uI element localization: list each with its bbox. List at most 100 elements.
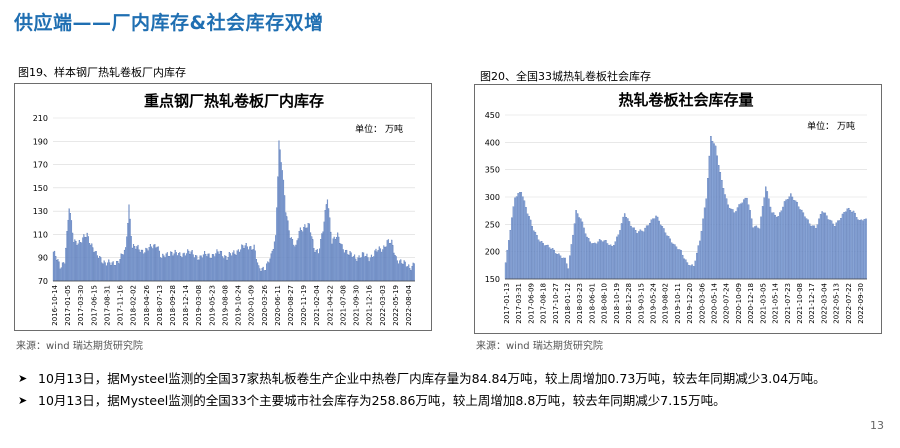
bar (69, 213, 71, 282)
bar (697, 245, 700, 280)
bar (807, 219, 809, 280)
bar (614, 241, 617, 280)
bar (702, 218, 704, 280)
bar (370, 254, 373, 282)
bar (295, 244, 297, 282)
bar (93, 252, 95, 282)
bar (165, 253, 167, 282)
bar (862, 220, 864, 280)
bar (703, 207, 706, 280)
figure-19-source: 来源：wind 瑞达期货研究院 (16, 341, 143, 352)
bar (258, 265, 260, 282)
bar (865, 218, 867, 280)
bar (625, 217, 628, 280)
bar (509, 230, 512, 280)
bar (802, 212, 805, 280)
x-tick-label: 2022-03-04 (820, 282, 828, 323)
bar (217, 251, 219, 282)
bar (306, 227, 308, 282)
bar (135, 248, 137, 282)
bar (155, 247, 157, 282)
x-tick-label: 2016-10-14 (51, 284, 59, 325)
bar (506, 249, 508, 280)
bar (504, 262, 507, 280)
bar (281, 170, 283, 282)
bar (291, 239, 294, 282)
bar (710, 136, 712, 280)
bar (589, 241, 591, 280)
bar (286, 216, 288, 282)
bar (209, 257, 211, 282)
bar (650, 219, 653, 280)
bar (396, 260, 398, 282)
bar (805, 218, 808, 280)
bar (567, 268, 570, 280)
bar (772, 212, 775, 280)
bar (529, 219, 532, 280)
bar (816, 224, 819, 280)
bar (365, 256, 367, 282)
x-tick-label: 2018-03-23 (576, 283, 584, 324)
bar (741, 202, 743, 280)
bar (170, 251, 172, 282)
bar (232, 252, 234, 282)
bar (399, 260, 401, 282)
bar (246, 246, 248, 282)
bar (369, 257, 371, 282)
bar (147, 250, 149, 282)
x-tick-label: 2018-10-19 (613, 283, 621, 324)
bar (362, 252, 365, 282)
bar (61, 262, 64, 282)
bar (344, 250, 347, 282)
bar (288, 230, 290, 282)
bar (603, 240, 606, 280)
bar (355, 258, 357, 282)
bar (136, 246, 138, 282)
bar (375, 248, 377, 282)
bar (245, 243, 247, 282)
bar (187, 249, 189, 282)
bar (181, 257, 183, 282)
bar (149, 244, 151, 282)
bar (765, 186, 767, 280)
bar (631, 227, 634, 280)
bar (606, 243, 609, 280)
bar (220, 251, 223, 282)
bar (164, 257, 166, 282)
bar (118, 263, 120, 282)
bar (128, 204, 130, 282)
x-tick-label: 2018-04-26 (143, 284, 151, 325)
bar (196, 255, 198, 282)
bar (101, 262, 103, 282)
bar (749, 210, 751, 280)
bar (548, 247, 551, 280)
x-tick-label: 2020-06-11 (274, 285, 282, 326)
bar (342, 249, 344, 282)
y-tick-label: 450 (485, 111, 500, 120)
bar (63, 262, 65, 282)
bar (609, 244, 612, 280)
bar (379, 248, 382, 282)
bar (782, 206, 784, 280)
y-tick-label: 350 (485, 166, 500, 175)
bar (760, 216, 762, 280)
bar (294, 246, 296, 282)
bar (284, 195, 286, 282)
bar (829, 219, 831, 280)
bar (176, 255, 179, 282)
bar (260, 271, 262, 282)
bar (197, 259, 199, 282)
bar (752, 227, 754, 280)
bar (374, 250, 376, 282)
bar (801, 209, 803, 280)
bar (514, 197, 516, 280)
bar (661, 226, 664, 280)
bar (387, 239, 389, 282)
bar (373, 256, 375, 282)
bar (319, 248, 321, 282)
bar (211, 254, 214, 282)
bar (338, 236, 340, 282)
bar (525, 207, 527, 280)
bar (339, 243, 341, 282)
bar (696, 252, 698, 280)
